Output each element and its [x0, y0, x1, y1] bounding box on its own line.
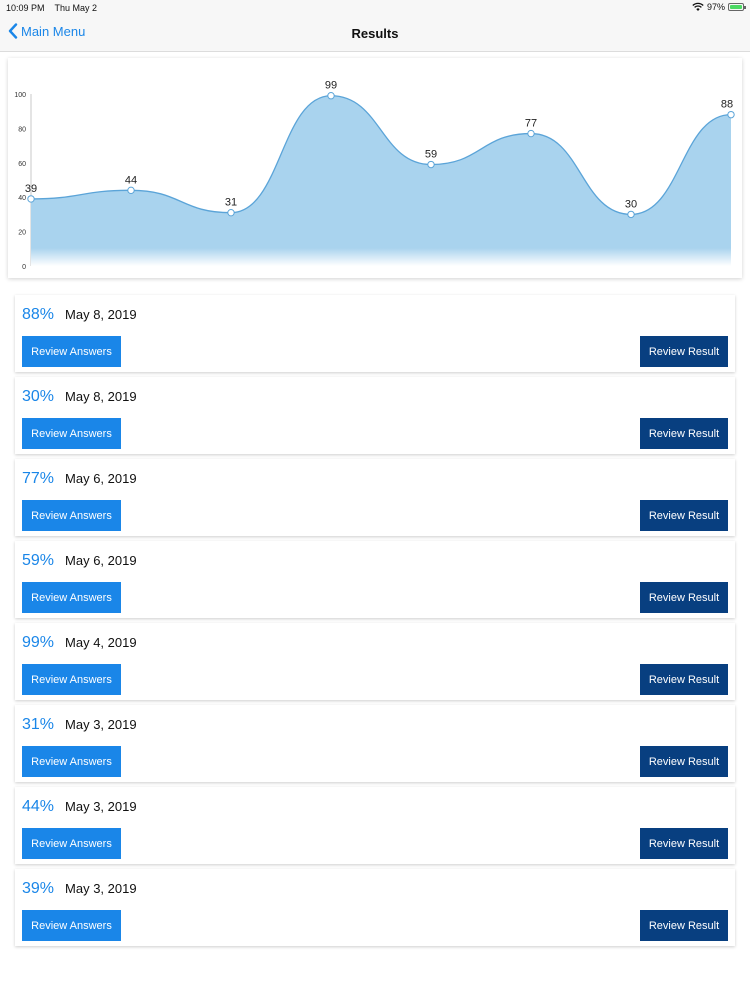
result-header: 30% May 8, 2019 [22, 388, 137, 406]
wifi-icon [692, 2, 704, 11]
review-result-button[interactable]: Review Result [640, 828, 728, 859]
chart-data-label: 99 [325, 80, 337, 92]
result-score: 30% [22, 388, 55, 405]
result-card: 77% May 6, 2019 Review Answers Review Resul… [15, 459, 735, 536]
chart-point [727, 110, 735, 119]
result-header: 31% May 3, 2019 [22, 716, 137, 734]
result-card: 39% May 3, 2019 Review Answers Review Resul… [15, 869, 735, 946]
review-answers-button[interactable]: Review Answers [22, 582, 121, 613]
result-score: 44% [22, 798, 55, 815]
result-header: 88% May 8, 2019 [22, 306, 137, 324]
chevron-left-icon [8, 23, 18, 39]
result-card: 31% May 3, 2019 Review Answers Review Resul… [15, 705, 735, 782]
chart-point [627, 210, 635, 219]
chart-data-label: 31 [225, 197, 237, 209]
y-tick-label: 20 [18, 230, 26, 237]
chart-data-label: 30 [625, 198, 637, 210]
result-score: 39% [22, 880, 55, 897]
chart-data-label: 39 [25, 183, 37, 195]
chart-area-fade [31, 248, 731, 266]
review-answers-button[interactable]: Review Answers [22, 500, 121, 531]
y-tick-label: 80 [18, 126, 26, 133]
result-score: 77% [22, 470, 55, 487]
result-score: 59% [22, 552, 55, 569]
review-answers-button[interactable]: Review Answers [22, 828, 121, 859]
review-result-button[interactable]: Review Result [640, 500, 728, 531]
result-header: 77% May 6, 2019 [22, 470, 137, 488]
result-card: 30% May 8, 2019 Review Answers Review Resul… [15, 377, 735, 454]
result-date: May 3, 2019 [65, 881, 137, 896]
result-date: May 6, 2019 [65, 471, 137, 486]
review-result-button[interactable]: Review Result [640, 418, 728, 449]
chart-point [427, 160, 435, 169]
status-left: 10:09 PM Thu May 2 [6, 3, 107, 13]
result-date: May 4, 2019 [65, 635, 137, 650]
review-result-button[interactable]: Review Result [640, 664, 728, 695]
chart-point [27, 195, 35, 203]
review-answers-button[interactable]: Review Answers [22, 746, 121, 777]
back-button-label: Main Menu [21, 23, 86, 39]
chart-area-fill [31, 95, 731, 266]
y-tick-label: 60 [18, 161, 26, 168]
y-tick-label: 0 [22, 264, 26, 271]
results-chart-card: 0 20 40 60 80 100 39 44 31 99 59 77 30 88 [8, 58, 742, 278]
chart-point [327, 92, 335, 100]
review-answers-button[interactable]: Review Answers [22, 664, 121, 695]
review-result-button[interactable]: Review Result [640, 746, 728, 777]
chart-data-label: 77 [525, 118, 537, 130]
result-score: 99% [22, 634, 55, 651]
result-score: 88% [22, 306, 55, 323]
result-header: 39% May 3, 2019 [22, 880, 137, 898]
chart-data-label: 88 [721, 99, 733, 111]
review-answers-button[interactable]: Review Answers [22, 910, 121, 941]
status-time: 10:09 PM [6, 3, 45, 13]
result-header: 99% May 4, 2019 [22, 634, 137, 652]
status-right: 97% [692, 2, 746, 12]
result-date: May 8, 2019 [65, 307, 137, 322]
status-date: Thu May 2 [54, 3, 98, 13]
chart-point [527, 129, 535, 138]
chart-data-label: 59 [425, 149, 437, 161]
result-header: 44% May 3, 2019 [22, 798, 137, 816]
chart-point [127, 186, 135, 195]
result-score: 31% [22, 716, 55, 733]
chart-data-label: 44 [125, 174, 137, 186]
review-result-button[interactable]: Review Result [640, 582, 728, 613]
status-bar: 10:09 PM Thu May 2 97% [0, 0, 750, 16]
review-result-button[interactable]: Review Result [640, 910, 728, 941]
results-chart: 0 20 40 60 80 100 39 44 31 99 59 77 30 88 [14, 80, 735, 271]
nav-bar: Main Menu Results [0, 16, 750, 52]
battery-icon [728, 3, 746, 11]
y-tick-label: 100 [14, 92, 26, 99]
results-list: 88% May 8, 2019 Review Answers Review Resul… [15, 295, 735, 951]
back-button[interactable]: Main Menu [8, 23, 85, 39]
result-header: 59% May 6, 2019 [22, 552, 137, 570]
battery-percent: 97% [706, 2, 725, 12]
result-date: May 8, 2019 [65, 389, 137, 404]
result-card: 59% May 6, 2019 Review Answers Review Resul… [15, 541, 735, 618]
chart-point [227, 208, 235, 217]
result-card: 44% May 3, 2019 Review Answers Review Resul… [15, 787, 735, 864]
review-answers-button[interactable]: Review Answers [22, 336, 121, 367]
result-card: 88% May 8, 2019 Review Answers Review Resul… [15, 295, 735, 372]
review-answers-button[interactable]: Review Answers [22, 418, 121, 449]
result-date: May 6, 2019 [65, 553, 137, 568]
y-tick-label: 40 [18, 195, 26, 202]
result-date: May 3, 2019 [65, 717, 137, 732]
review-result-button[interactable]: Review Result [640, 336, 728, 367]
result-card: 99% May 4, 2019 Review Answers Review Resul… [15, 623, 735, 700]
result-date: May 3, 2019 [65, 799, 137, 814]
page-title: Results [351, 26, 399, 41]
